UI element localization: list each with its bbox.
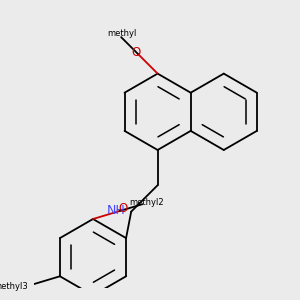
Text: methyl2: methyl2 [130, 198, 164, 207]
Text: methyl: methyl [107, 29, 136, 38]
Text: O: O [118, 202, 127, 215]
Text: O: O [131, 46, 140, 59]
Text: NH: NH [106, 204, 125, 217]
Text: methyl3: methyl3 [0, 282, 28, 291]
